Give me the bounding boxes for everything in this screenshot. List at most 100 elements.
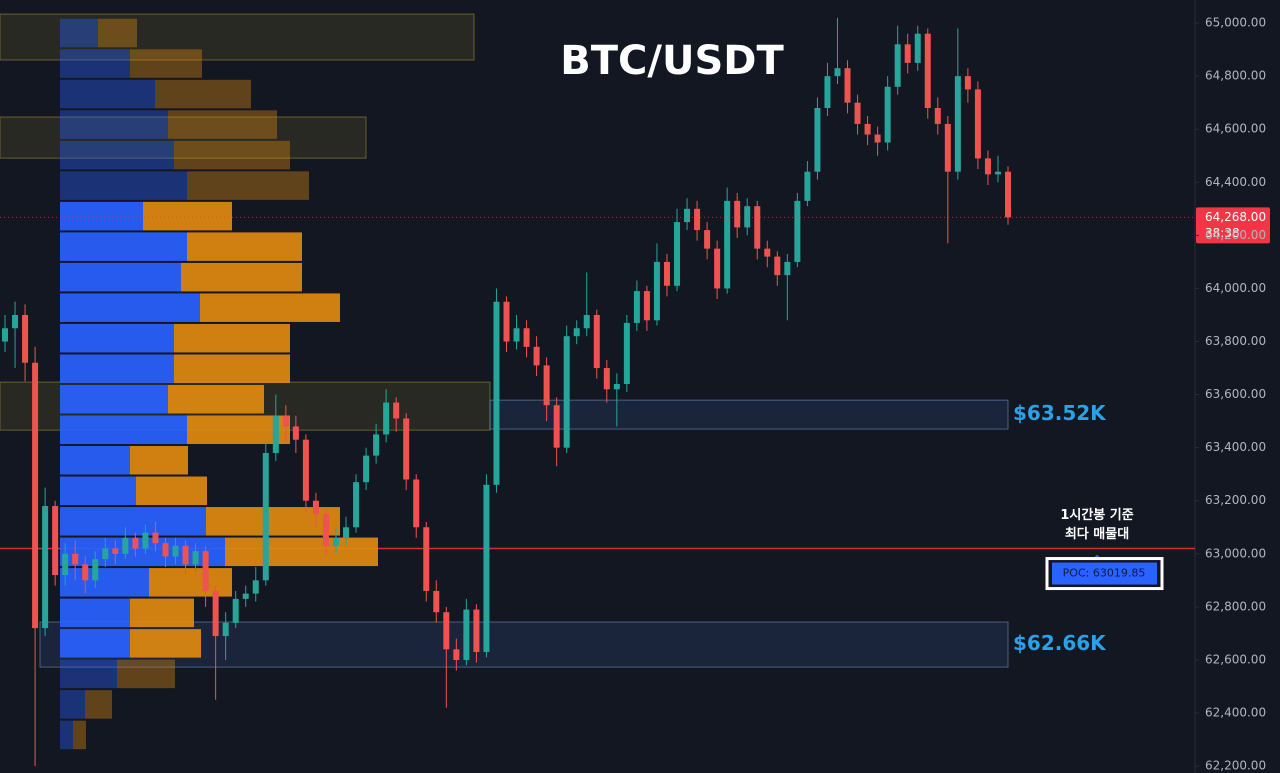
candle-body bbox=[22, 314, 29, 363]
profile-buy-bar bbox=[60, 415, 187, 445]
candle-body bbox=[864, 123, 871, 135]
y-tick-label: 65,000.00 bbox=[1205, 16, 1266, 30]
profile-buy-bar bbox=[60, 262, 181, 292]
profile-sell-bar bbox=[155, 79, 251, 109]
y-tick-label: 63,800.00 bbox=[1205, 334, 1266, 348]
candle-body bbox=[403, 418, 410, 480]
candle-body bbox=[112, 548, 119, 554]
highlight-box bbox=[0, 116, 367, 159]
profile-buy-bar bbox=[60, 629, 130, 658]
profile-sell-bar bbox=[168, 110, 277, 139]
candle-body bbox=[674, 222, 681, 286]
candle-body bbox=[212, 590, 219, 637]
zone-label: $62.66K bbox=[1013, 631, 1107, 655]
candle-body bbox=[503, 301, 510, 342]
highlight-box bbox=[0, 13, 475, 61]
candle-body bbox=[914, 33, 921, 63]
candle-body bbox=[62, 553, 69, 576]
profile-sell-bar bbox=[174, 354, 290, 383]
profile-sell-bar bbox=[187, 232, 302, 261]
candle-body bbox=[242, 593, 249, 599]
candle-body bbox=[232, 598, 239, 623]
candle-body bbox=[262, 452, 269, 581]
candle-body bbox=[192, 551, 199, 565]
candle-body bbox=[162, 543, 169, 557]
y-tick-label: 62,200.00 bbox=[1205, 759, 1266, 773]
candle-body bbox=[774, 256, 781, 276]
candle-body bbox=[343, 527, 350, 538]
profile-buy-bar bbox=[60, 507, 206, 536]
candle-body bbox=[82, 564, 89, 581]
profile-buy-bar bbox=[60, 18, 98, 48]
profile-buy-bar bbox=[60, 446, 130, 475]
y-tick-label: 62,800.00 bbox=[1205, 599, 1266, 613]
candle-body bbox=[252, 580, 259, 594]
candle-body bbox=[593, 314, 600, 369]
candle-body bbox=[292, 426, 299, 440]
candle-body bbox=[2, 328, 8, 342]
candle-body bbox=[553, 405, 560, 448]
candle-body bbox=[944, 123, 951, 172]
candle-body bbox=[784, 261, 791, 276]
y-tick-label: 63,000.00 bbox=[1205, 546, 1266, 560]
candle-body bbox=[413, 479, 420, 528]
profile-buy-bar bbox=[60, 49, 130, 78]
candle-body bbox=[573, 328, 580, 337]
candle-body bbox=[483, 484, 490, 652]
candle-body bbox=[282, 415, 289, 427]
profile-buy-bar bbox=[60, 140, 174, 170]
profile-sell-bar bbox=[130, 49, 202, 78]
profile-sell-bar bbox=[206, 507, 340, 536]
y-tick-label: 63,600.00 bbox=[1205, 387, 1266, 401]
candle-body bbox=[563, 336, 570, 448]
profile-buy-bar bbox=[60, 659, 117, 689]
candle-body bbox=[1005, 171, 1011, 218]
candle-body bbox=[332, 537, 339, 546]
profile-sell-bar bbox=[98, 18, 137, 48]
candle-body bbox=[92, 559, 99, 581]
candle-body bbox=[493, 301, 500, 485]
candle-body bbox=[924, 33, 931, 109]
candle-body bbox=[734, 200, 741, 228]
y-tick-label: 64,800.00 bbox=[1205, 69, 1266, 83]
candle-body bbox=[934, 108, 941, 124]
candle-body bbox=[623, 322, 630, 384]
candle-body bbox=[994, 171, 1001, 175]
candle-body bbox=[202, 551, 209, 591]
candle-body bbox=[714, 248, 721, 289]
y-tick-label: 64,000.00 bbox=[1205, 281, 1266, 295]
profile-sell-bar bbox=[174, 140, 290, 170]
y-tick-label: 63,200.00 bbox=[1205, 493, 1266, 507]
y-tick-label: 64,200.00 bbox=[1205, 228, 1266, 242]
profile-sell-bar bbox=[130, 598, 194, 628]
profile-sell-bar bbox=[117, 659, 175, 689]
candle-body bbox=[353, 482, 360, 528]
candle-body bbox=[613, 383, 620, 390]
candle-body bbox=[603, 368, 610, 390]
candle-body bbox=[894, 44, 901, 87]
profile-sell-bar bbox=[73, 720, 86, 750]
countdown: 38:38 bbox=[1205, 226, 1240, 240]
zone bbox=[39, 621, 1009, 668]
profile-sell-bar bbox=[225, 537, 378, 567]
candle-body bbox=[383, 402, 390, 435]
poc-note: 1시간봉 기준 bbox=[1060, 507, 1133, 523]
y-tick-label: 62,600.00 bbox=[1205, 652, 1266, 666]
profile-buy-bar bbox=[60, 354, 174, 383]
candle-body bbox=[142, 532, 149, 549]
profile-buy-bar bbox=[60, 110, 168, 139]
candle-body bbox=[764, 248, 771, 257]
candle-body bbox=[954, 76, 961, 172]
candle-body bbox=[72, 553, 79, 565]
candle-body bbox=[904, 44, 911, 63]
candle-body bbox=[473, 609, 480, 652]
candle-body bbox=[393, 402, 400, 419]
y-tick-label: 64,600.00 bbox=[1205, 122, 1266, 136]
candle-body bbox=[172, 545, 179, 557]
candle-body bbox=[272, 415, 279, 453]
candle-body bbox=[984, 158, 991, 175]
candle-body bbox=[52, 506, 59, 576]
candle-body bbox=[463, 609, 470, 660]
poc-label: POC: 63019.85 bbox=[1063, 567, 1146, 580]
